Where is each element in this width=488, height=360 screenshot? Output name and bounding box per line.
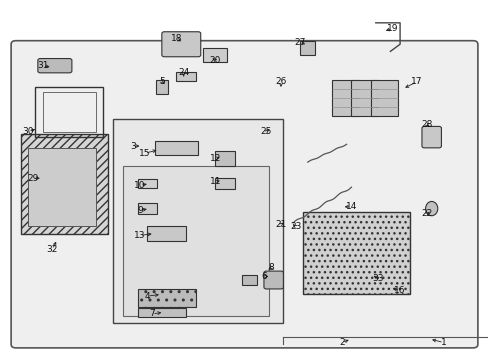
Bar — [215, 152, 234, 166]
Text: 30: 30 — [22, 127, 34, 136]
Text: 11: 11 — [209, 177, 221, 186]
Text: 27: 27 — [294, 38, 305, 47]
Bar — [42, 93, 96, 132]
Bar — [300, 41, 314, 55]
Text: 20: 20 — [209, 56, 221, 65]
Bar — [28, 148, 96, 226]
Bar — [137, 289, 196, 307]
Text: 1: 1 — [440, 338, 446, 347]
Text: 24: 24 — [178, 68, 189, 77]
Text: 7: 7 — [149, 310, 155, 319]
Text: 19: 19 — [386, 24, 398, 33]
Bar — [137, 203, 157, 214]
Text: 25: 25 — [260, 127, 271, 136]
Bar — [203, 48, 227, 62]
Text: 4: 4 — [144, 292, 150, 301]
Bar — [137, 308, 186, 317]
Text: 32: 32 — [47, 245, 58, 254]
Bar — [154, 141, 198, 155]
Text: 6: 6 — [261, 272, 266, 281]
Bar — [147, 226, 186, 241]
FancyBboxPatch shape — [264, 271, 283, 289]
Text: 14: 14 — [345, 202, 356, 211]
Text: 18: 18 — [170, 35, 182, 44]
Text: 17: 17 — [410, 77, 422, 86]
Bar — [21, 134, 108, 234]
Bar — [331, 80, 358, 116]
Text: 3: 3 — [129, 141, 135, 150]
Text: 8: 8 — [268, 263, 274, 272]
Text: 22: 22 — [420, 210, 431, 219]
Bar — [351, 80, 377, 116]
Bar — [35, 87, 103, 137]
Text: 28: 28 — [420, 120, 432, 129]
Text: 33: 33 — [372, 274, 383, 283]
Text: 9: 9 — [137, 206, 142, 215]
Ellipse shape — [425, 202, 437, 216]
Text: 2: 2 — [338, 338, 344, 347]
Text: 13: 13 — [134, 231, 145, 240]
Text: 21: 21 — [275, 220, 286, 229]
FancyBboxPatch shape — [162, 32, 201, 57]
Bar — [137, 179, 157, 188]
Bar — [176, 72, 196, 81]
Bar — [113, 119, 283, 323]
Bar — [242, 275, 256, 285]
Text: 23: 23 — [289, 222, 301, 231]
Text: 16: 16 — [393, 286, 405, 295]
Bar — [122, 166, 268, 316]
Bar — [370, 80, 397, 116]
Text: 26: 26 — [275, 77, 286, 86]
Text: 10: 10 — [134, 181, 145, 190]
Bar — [302, 212, 409, 294]
Text: 31: 31 — [37, 61, 48, 70]
Text: 29: 29 — [27, 174, 39, 183]
FancyBboxPatch shape — [11, 41, 477, 348]
FancyBboxPatch shape — [38, 59, 72, 73]
Text: 12: 12 — [209, 154, 221, 163]
Text: 15: 15 — [139, 149, 150, 158]
Text: 5: 5 — [159, 77, 164, 86]
FancyBboxPatch shape — [421, 126, 441, 148]
Bar — [156, 80, 167, 94]
Bar — [215, 178, 234, 189]
